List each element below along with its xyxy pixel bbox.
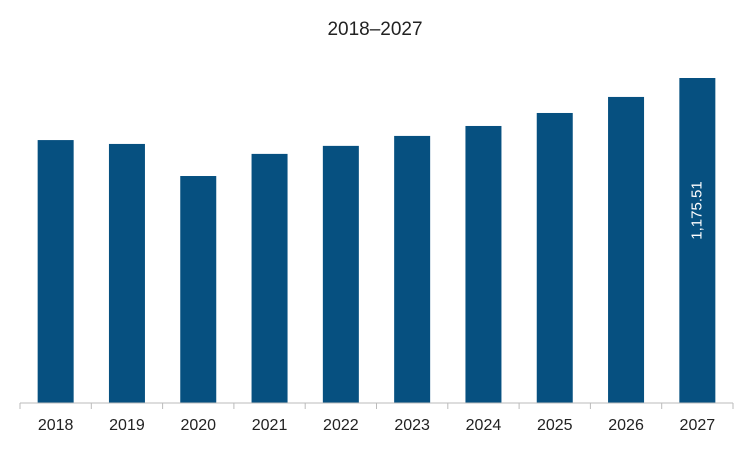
bar: [608, 96, 645, 404]
bar: [536, 112, 573, 404]
bar: [465, 125, 502, 403]
x-tick-label: 2024: [466, 417, 502, 434]
bar: [37, 140, 74, 403]
x-tick-label: 2022: [323, 417, 359, 434]
bar: [251, 153, 288, 403]
data-label: 1,175.51: [688, 181, 705, 239]
x-tick-label: 2020: [180, 417, 216, 434]
x-tick-label: 2026: [608, 417, 644, 434]
bar: [679, 78, 716, 403]
chart-title: 2018–2027: [327, 19, 422, 40]
bar: [108, 143, 145, 403]
x-tick-label: 2021: [252, 417, 288, 434]
bar: [394, 135, 431, 403]
bar: [322, 145, 359, 403]
x-tick-label: 2025: [537, 417, 573, 434]
x-tick-label: 2023: [394, 417, 430, 434]
x-tick-label: 2018: [38, 417, 74, 434]
bar: [180, 176, 217, 403]
x-tick-label: 2027: [680, 417, 716, 434]
x-tick-label: 2019: [109, 417, 145, 434]
